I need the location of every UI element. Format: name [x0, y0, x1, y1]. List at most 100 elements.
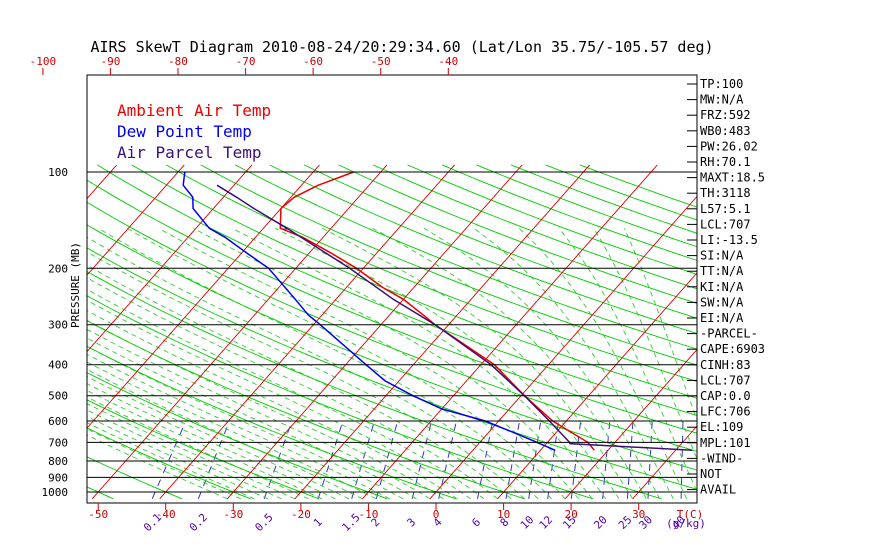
dry-adiabat-line — [87, 271, 662, 500]
dry-adiabat-line — [476, 164, 697, 248]
index-entry: L57:5.1 — [700, 202, 751, 216]
isotherm-line — [0, 165, 49, 499]
temp-tick-label: 30 — [632, 508, 645, 521]
mixing-ratio-tick-label: 0.2 — [187, 511, 210, 534]
dry-adiabat-line — [372, 164, 697, 290]
dry-adiabat-line — [87, 295, 594, 500]
isotherm-line — [564, 348, 697, 500]
dry-adiabat-line — [87, 320, 525, 500]
mixing-ratio-line — [528, 420, 542, 499]
top-temp-tick-label: -100 — [30, 55, 57, 68]
series-line — [279, 171, 595, 451]
dry-adiabat-line — [407, 164, 697, 275]
dry-adiabat-line — [441, 164, 697, 261]
pressure-tick-label: 1000 — [42, 486, 69, 499]
legend-entry: Ambient Air Temp — [117, 101, 271, 120]
dry-adiabat-line — [87, 201, 697, 452]
dry-adiabat-line — [303, 164, 697, 319]
isotherm-line — [91, 164, 388, 500]
pressure-tick-label: 500 — [48, 390, 68, 403]
chart-title: AIRS SkewT Diagram 2010-08-24/20:29:34.6… — [90, 38, 713, 56]
index-entry: EI:N/A — [700, 311, 744, 325]
isotherm-line — [87, 164, 320, 429]
dry-adiabat-line — [87, 372, 388, 500]
pressure-tick-label: 700 — [48, 436, 68, 449]
y-axis-label: PRESSURE (MB) — [69, 242, 82, 328]
index-entry: TT:N/A — [700, 264, 744, 278]
index-entry: -PARCEL- — [700, 327, 758, 341]
mixing-ratio-line — [647, 420, 653, 499]
index-entry: TP:100 — [700, 77, 743, 91]
mixing-ratio-tick-label: 6 — [469, 516, 483, 530]
moist-adiabat-line — [158, 227, 580, 500]
dry-adiabat-line — [131, 164, 697, 399]
dry-adiabat-line — [200, 164, 697, 366]
dry-adiabat-line — [87, 224, 697, 471]
index-entry: CAPE:6903 — [700, 342, 765, 356]
dry-adiabat-line — [234, 164, 697, 350]
moist-adiabat-line — [275, 227, 620, 500]
mixing-ratio-tick-label: 0.5 — [252, 511, 275, 534]
mixing-ratio-line — [477, 420, 494, 499]
temp-tick-label: -30 — [223, 508, 243, 521]
moist-adiabat-line — [87, 434, 228, 500]
mixing-ratio-line — [375, 420, 399, 499]
isotherm-line — [768, 165, 870, 499]
index-entry: NOT — [700, 467, 722, 481]
temp-tick-label: -40 — [156, 508, 176, 521]
index-entry: SI:N/A — [700, 249, 744, 263]
index-entry: LCL:707 — [700, 217, 751, 231]
moist-adiabat-line — [322, 227, 634, 500]
isotherm-line — [362, 164, 658, 500]
temp-tick-label: 10 — [497, 508, 510, 521]
dry-adiabats — [87, 164, 697, 500]
dry-adiabat-line — [510, 164, 697, 234]
isotherms — [0, 164, 870, 500]
temp-tick-label: 0 — [433, 508, 440, 521]
dry-adiabat-line — [87, 179, 697, 434]
moist-adiabat-line — [518, 227, 688, 500]
pressure-tick-label: 900 — [48, 471, 68, 484]
dry-adiabat-line — [87, 345, 457, 500]
mixing-ratio-tick-label: 1 — [311, 516, 325, 530]
top-temp-tick-label: -70 — [236, 55, 256, 68]
index-entry: SW:N/A — [700, 295, 744, 309]
legend: Ambient Air Temp Dew Point Temp Air Parcel… — [117, 101, 271, 162]
top-temp-tick-label: -40 — [438, 55, 458, 68]
dry-adiabat-line — [96, 164, 697, 417]
index-entry: LCL:707 — [700, 373, 751, 387]
mixing-ratio-unit-label: (g/kg) — [666, 517, 706, 530]
isotherm-line — [159, 164, 455, 500]
plot-frame — [86, 74, 698, 504]
dry-adiabat-line — [87, 399, 320, 500]
index-entry: -WIND- — [700, 451, 743, 465]
isotherm-line — [632, 425, 697, 500]
pressure-tick-label: 100 — [48, 166, 68, 179]
temp-tick-label: -20 — [291, 508, 311, 521]
top-temp-tick-label: -80 — [168, 55, 188, 68]
index-entry: RH:70.1 — [700, 155, 751, 169]
pressure-tick-label: 300 — [48, 319, 68, 332]
mixing-ratio-line — [626, 420, 634, 499]
index-entry: FRZ:592 — [700, 108, 751, 122]
isotherm-line — [87, 164, 253, 353]
index-entry: CAP:0.0 — [700, 389, 751, 403]
pressure-tick-label: 200 — [48, 262, 68, 275]
moist-adiabat-line — [126, 227, 566, 500]
mixing-ratio-line — [151, 420, 187, 499]
mixing-ratio-tick-label: 3 — [404, 516, 418, 530]
index-entry: CINH:83 — [700, 358, 751, 372]
mixing-ratio-line — [602, 420, 611, 499]
plot-border — [86, 74, 698, 504]
index-entry: LFC:706 — [700, 405, 751, 419]
isotherm-line — [87, 164, 185, 276]
temp-tick-label: -50 — [88, 508, 108, 521]
isotherm-line — [226, 164, 523, 500]
index-entry: AVAIL — [700, 483, 736, 497]
pressure-tick-label: 600 — [48, 415, 68, 428]
isotherm-line — [497, 272, 697, 500]
index-entry: MW:N/A — [700, 93, 744, 107]
isotherm-line — [429, 195, 697, 500]
